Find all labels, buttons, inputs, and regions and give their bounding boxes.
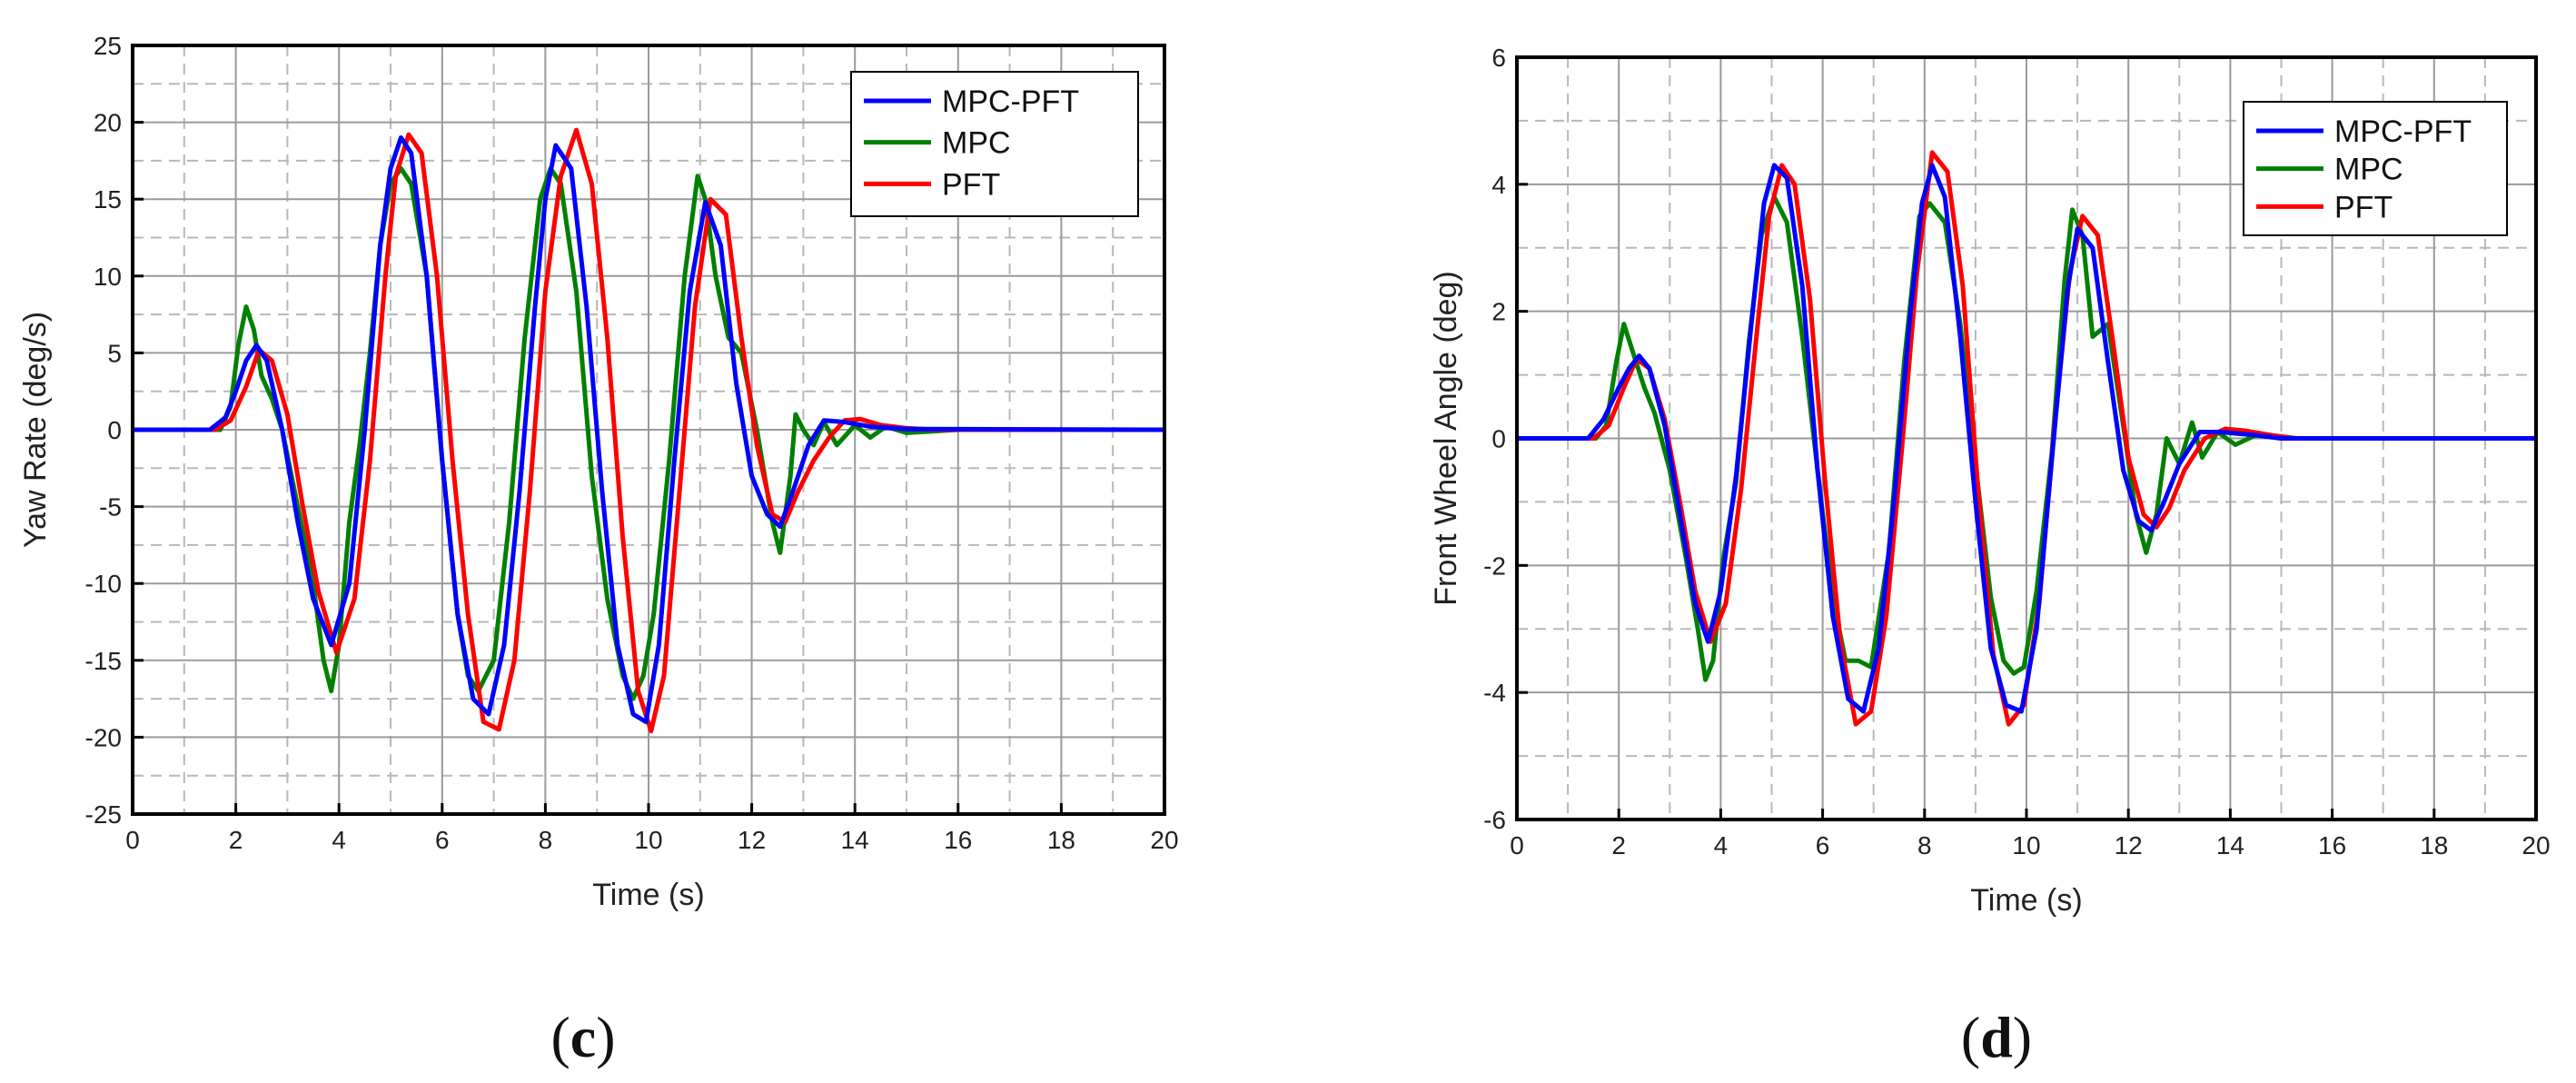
caption-open-paren: ( [550,1005,570,1069]
legend-label-pft: PFT [2334,190,2393,224]
x-tick-label: 6 [435,826,450,854]
x-tick-label: 12 [738,826,766,854]
plot-frame [131,44,1166,816]
y-tick-label: -25 [85,800,122,829]
y-tick-label: 25 [94,32,122,60]
x-tick-label: 0 [125,826,140,854]
x-tick-label: 14 [2216,831,2244,859]
x-tick-label: 4 [1714,831,1729,859]
legend-label-mpc: MPC [2334,153,2403,187]
grid [132,45,1165,815]
x-tick-label: 8 [539,826,553,854]
panel-caption: (c) [550,1005,615,1069]
series-line-mpc-pft [1517,163,2536,714]
y-tick-label: -15 [85,647,122,675]
series-group [1517,150,2536,727]
y-axis-title: Yaw Rate (deg/s) [18,312,53,548]
x-tick-label: 2 [229,826,243,854]
y-tick-label: -5 [99,493,122,522]
x-tick-label: 20 [1150,826,1178,854]
legend-label-mpc-pft: MPC-PFT [942,84,1079,119]
x-tick-label: 8 [1917,831,1932,859]
y-tick-label: -20 [85,723,122,751]
caption-letter: d [1980,1005,2013,1069]
series-line-mpc-pft [133,135,1164,724]
x-tick-label: 18 [1047,826,1075,854]
caption-close-paren: ) [2013,1005,2032,1069]
x-tick-label: 14 [841,826,869,854]
x-tick-label: 20 [2522,831,2550,859]
x-tick-label: 10 [634,826,662,854]
y-tick-label: 5 [107,339,122,367]
legend: MPC-PFT MPC PFT [850,71,1139,217]
x-tick-label: 16 [2318,831,2346,859]
x-tick-label: 4 [332,826,346,854]
grid [1516,56,2537,820]
y-tick-label: 10 [94,263,122,291]
y-tick-label: 0 [1491,425,1506,453]
y-tick-label: 15 [94,185,122,214]
caption-letter: c [570,1005,596,1069]
y-tick-label: -4 [1483,679,1506,707]
x-tick-label: 16 [944,826,972,854]
x-axis-title: Time (s) [1970,883,2082,918]
caption-open-paren: ( [1961,1005,1980,1069]
y-axis-title: Front Wheel Angle (deg) [1429,271,1463,606]
x-tick-label: 0 [1510,831,1524,859]
caption-close-paren: ) [596,1005,615,1069]
chart-d-front-wheel-angle: 0 2 4 6 8 10 12 14 16 18 20 -6 -4 -2 0 2 4 6 Time (s) Front… [1429,44,2551,1069]
series-line-pft [133,127,1164,734]
y-tick-label: 20 [94,109,122,137]
x-axis-title: Time (s) [592,878,704,912]
legend-label-mpc: MPC [942,126,1011,161]
series-group [133,127,1164,734]
y-tick-label: -2 [1483,551,1506,580]
y-tick-label: 2 [1491,298,1506,326]
legend-label-pft: PFT [942,167,1000,202]
panel-caption: (d) [1961,1005,2032,1069]
x-tick-label: 10 [2012,831,2040,859]
plot-frame [1515,55,2538,821]
x-tick-label: 6 [1816,831,1830,859]
y-tick-label: 0 [107,416,122,444]
y-tick-label: -10 [85,570,122,598]
chart-c-yaw-rate: 0 2 4 6 8 10 12 14 16 18 20 -25 -20 -15 -10 -5 0 5 10 15 20 2… [18,32,1179,1069]
y-tick-label: 6 [1491,44,1506,72]
x-tick-label: 2 [1611,831,1626,859]
y-tick-label: 4 [1491,171,1506,199]
y-tick-label: -6 [1483,806,1506,834]
legend-label-mpc-pft: MPC-PFT [2334,114,2472,149]
x-tick-label: 12 [2115,831,2143,859]
x-tick-label: 18 [2420,831,2448,859]
